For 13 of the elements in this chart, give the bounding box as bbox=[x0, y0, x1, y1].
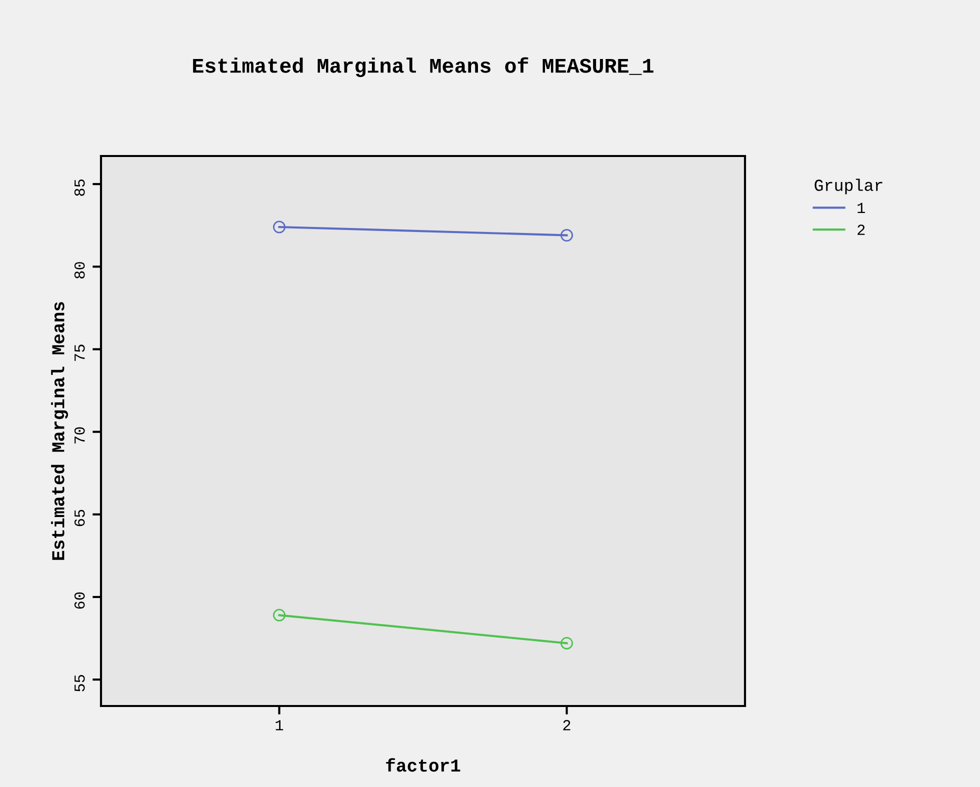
y-tick-label: 55 bbox=[74, 675, 85, 692]
y-tick-label: 60 bbox=[74, 592, 85, 609]
legend-label: 1 bbox=[858, 202, 865, 213]
y-tick-label: 80 bbox=[74, 262, 85, 278]
x-axis-title: factor1 bbox=[386, 758, 460, 772]
y-tick-label: 85 bbox=[74, 180, 85, 196]
y-tick-label: 65 bbox=[74, 510, 85, 526]
y-tick-label: 75 bbox=[74, 344, 85, 361]
legend-label: 2 bbox=[858, 224, 865, 235]
chart-title: Estimated Marginal Means of MEASURE_1 bbox=[193, 57, 654, 78]
y-axis-title: Estimated Marginal Means bbox=[51, 302, 68, 560]
legend-title: Gruplar bbox=[814, 178, 882, 194]
y-tick-label: 70 bbox=[74, 427, 85, 444]
